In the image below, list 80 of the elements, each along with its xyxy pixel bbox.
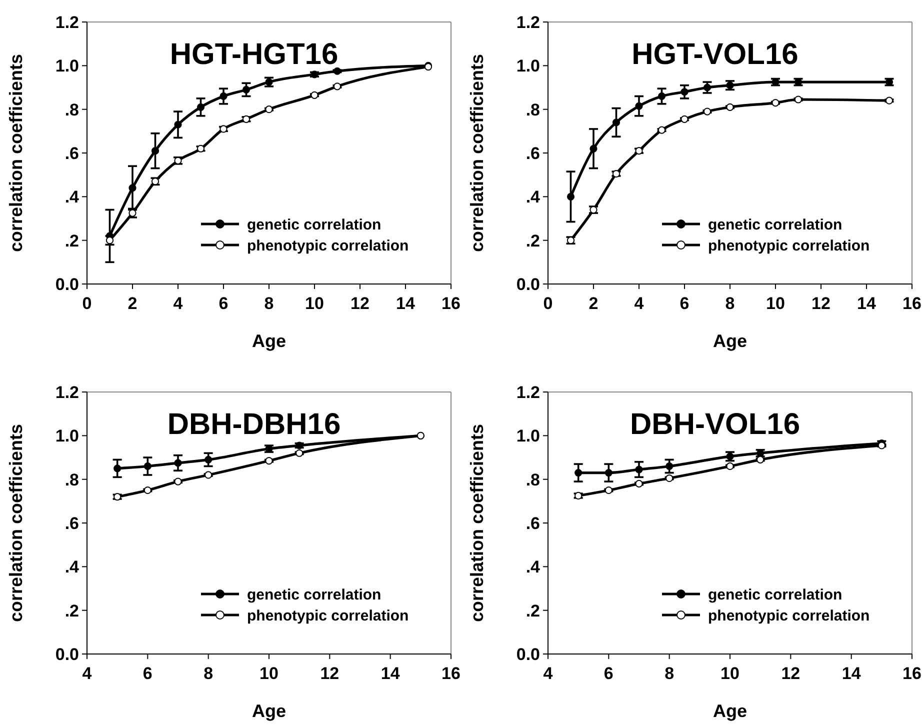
x-tick-label: 14 bbox=[396, 294, 416, 313]
x-tick-label: 2 bbox=[588, 294, 598, 313]
y-tick-label: 1.2 bbox=[55, 382, 79, 402]
x-tick-label: 14 bbox=[857, 294, 876, 313]
x-axis-title: Age bbox=[712, 331, 748, 351]
x-tick-label: 0 bbox=[543, 294, 553, 313]
y-tick-label: 1.2 bbox=[516, 382, 540, 402]
y-tick-label: 0.0 bbox=[55, 644, 79, 664]
x-tick-label: 6 bbox=[604, 664, 614, 683]
x-tick-label: 4 bbox=[634, 294, 644, 313]
y-tick-label: 0.0 bbox=[55, 274, 79, 294]
x-tick-label: 10 bbox=[260, 664, 278, 683]
x-tick-label: 8 bbox=[204, 664, 214, 683]
y-axis-title: correlation coefficients bbox=[6, 424, 26, 622]
y-tick-label: .8 bbox=[64, 100, 79, 120]
x-axis-title: Age bbox=[712, 701, 748, 721]
x-tick-label: 8 bbox=[725, 294, 735, 313]
y-tick-label: 1.0 bbox=[55, 56, 79, 76]
x-tick-label: 14 bbox=[380, 664, 400, 683]
legend-label: phenotypic correlation bbox=[708, 237, 870, 254]
x-tick-label: 4 bbox=[543, 664, 554, 683]
text: DBH-DBH16 bbox=[167, 408, 341, 441]
legend-label: genetic correlation bbox=[247, 586, 382, 604]
x-tick-label: 6 bbox=[680, 294, 690, 313]
x-tick-label: 16 bbox=[902, 294, 922, 313]
legend-label: phenotypic correlation bbox=[247, 237, 409, 254]
text: DBH-VOL16 bbox=[630, 408, 800, 441]
y-tick-label: 1.0 bbox=[55, 426, 79, 446]
x-tick-label: 2 bbox=[128, 294, 138, 313]
y-tick-label: 1.0 bbox=[516, 426, 540, 446]
y-tick-label: .4 bbox=[526, 188, 541, 207]
x-tick-label: 6 bbox=[218, 294, 228, 313]
x-tick-label: 12 bbox=[350, 294, 370, 313]
legend-label: genetic correlation bbox=[247, 216, 382, 234]
x-tick-label: 10 bbox=[305, 294, 324, 313]
x-axis-title: Age bbox=[252, 331, 286, 351]
text: HGT-HGT16 bbox=[170, 38, 338, 71]
y-tick-label: .4 bbox=[526, 558, 541, 577]
y-tick-label: .4 bbox=[64, 558, 80, 577]
y-tick-label: .2 bbox=[64, 601, 79, 620]
y-tick-label: .4 bbox=[64, 188, 80, 207]
legend-label: phenotypic correlation bbox=[708, 607, 870, 624]
y-tick-label: 1.2 bbox=[55, 12, 79, 32]
y-tick-label: 0.0 bbox=[516, 644, 540, 664]
x-tick-label: 16 bbox=[442, 664, 460, 683]
y-tick-label: .8 bbox=[526, 100, 540, 120]
x-tick-label: 4 bbox=[173, 294, 184, 313]
x-tick-label: 12 bbox=[320, 664, 340, 683]
y-tick-label: .8 bbox=[526, 470, 540, 490]
x-tick-label: 4 bbox=[82, 664, 92, 683]
y-tick-label: .2 bbox=[64, 231, 79, 250]
y-tick-label: .8 bbox=[64, 470, 79, 490]
y-axis-title: correlation coefficients bbox=[6, 54, 26, 252]
text: HGT-VOL16 bbox=[632, 38, 798, 71]
y-axis-title: correlation coefficients bbox=[467, 424, 487, 622]
y-axis-title: correlation coefficients bbox=[467, 54, 487, 252]
x-tick-label: 16 bbox=[902, 664, 922, 683]
x-tick-label: 0 bbox=[82, 294, 92, 313]
x-tick-label: 8 bbox=[264, 294, 274, 313]
x-tick-label: 10 bbox=[766, 294, 785, 313]
legend-label: phenotypic correlation bbox=[247, 607, 409, 624]
x-tick-label: 16 bbox=[442, 294, 460, 313]
x-tick-label: 10 bbox=[720, 664, 740, 683]
y-tick-label: 1.0 bbox=[516, 56, 540, 76]
x-tick-label: 12 bbox=[812, 294, 830, 313]
y-tick-label: 1.2 bbox=[516, 12, 540, 32]
y-tick-label: .2 bbox=[526, 231, 540, 250]
y-tick-label: .6 bbox=[526, 144, 540, 163]
y-tick-label: .6 bbox=[64, 514, 79, 533]
y-tick-label: .6 bbox=[526, 514, 540, 533]
x-axis-title: Age bbox=[252, 701, 286, 721]
y-tick-label: 0.0 bbox=[516, 274, 540, 294]
y-tick-label: .2 bbox=[526, 601, 540, 620]
x-tick-label: 8 bbox=[664, 664, 674, 683]
x-tick-label: 6 bbox=[142, 664, 152, 683]
legend-label: genetic correlation bbox=[708, 586, 842, 604]
x-tick-label: 14 bbox=[842, 664, 862, 683]
y-tick-label: .6 bbox=[64, 144, 79, 163]
x-tick-label: 12 bbox=[781, 664, 800, 683]
legend-label: genetic correlation bbox=[708, 216, 842, 234]
